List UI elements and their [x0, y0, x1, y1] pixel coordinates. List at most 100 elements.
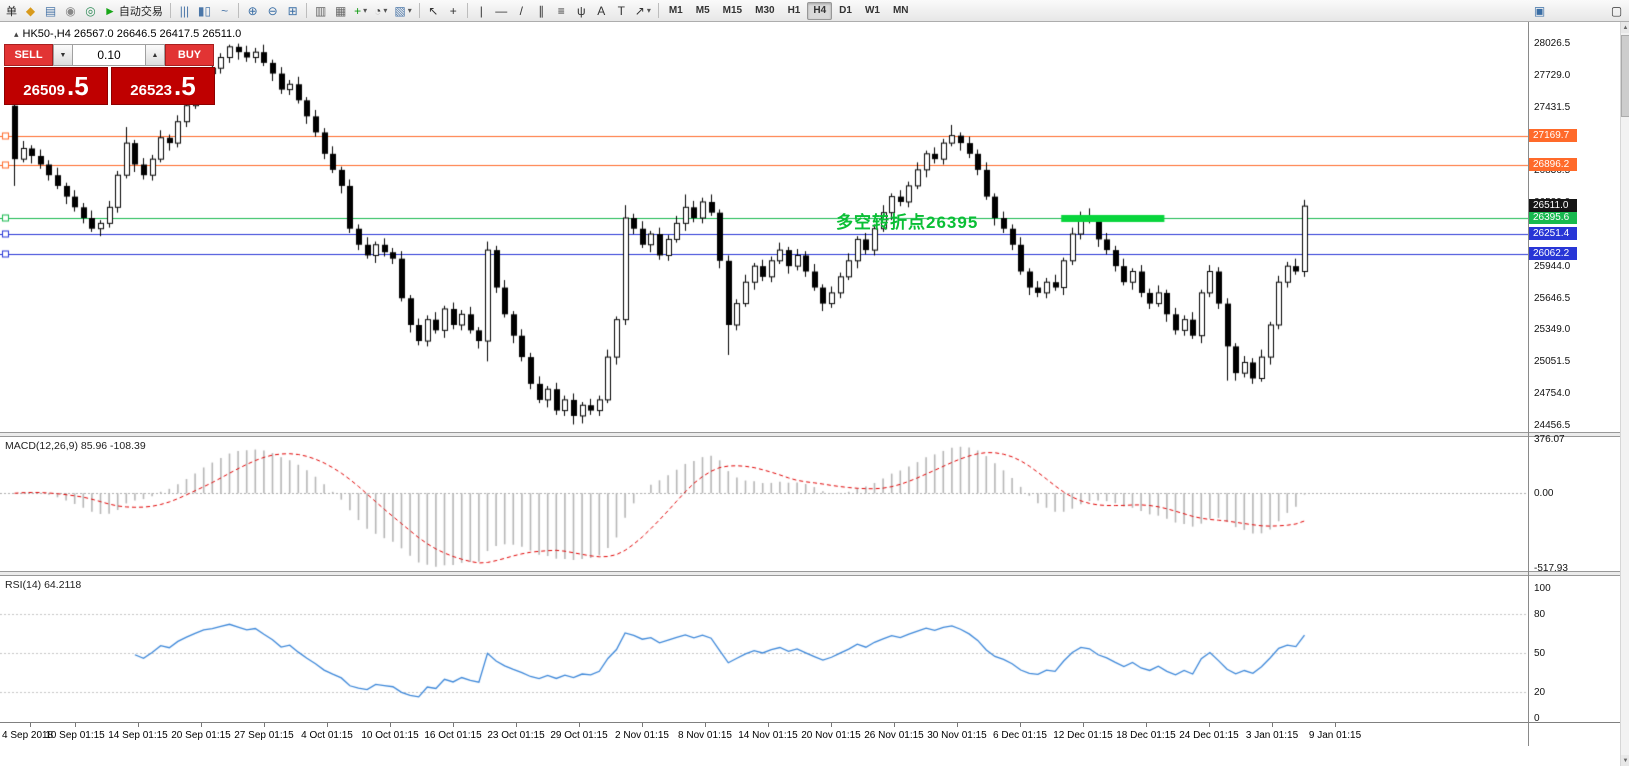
- price-tick-label: 25051.5: [1534, 356, 1571, 368]
- autotrading-button[interactable]: ► 自动交易: [101, 1, 166, 20]
- time-axis[interactable]: 4 Sep 2018 10 Sep 01:15 14 Sep 01:15 20 Sep…: [0, 722, 1620, 766]
- line-chart-icon[interactable]: ~: [215, 1, 234, 20]
- arrows-icon: ↗: [634, 3, 645, 18]
- time-axis-label: 20 Sep 01:15: [171, 730, 231, 741]
- periods-icon[interactable]: ◔ ▾: [371, 1, 390, 20]
- price-tick-label: 24754.0: [1534, 388, 1571, 400]
- dock-icon[interactable]: ▢: [1607, 1, 1626, 20]
- time-axis-label: 2 Nov 01:15: [615, 730, 669, 741]
- time-axis-tick: [390, 723, 391, 727]
- fibonacci-icon[interactable]: ≡: [552, 1, 571, 20]
- rsi-axis-label: 20: [1534, 687, 1546, 698]
- lot-decrease-button[interactable]: ▼: [53, 44, 73, 66]
- timeframe-button-m5[interactable]: M5: [695, 5, 710, 16]
- macd-indicator-canvas[interactable]: [0, 437, 1528, 571]
- pane-splitter[interactable]: [0, 432, 1620, 437]
- time-axis-tick: [831, 723, 832, 727]
- sell-price-display[interactable]: 26509.5: [4, 67, 108, 105]
- add-indicator-icon[interactable]: + ▾: [351, 1, 370, 20]
- price-tick-label: 28026.5: [1534, 37, 1571, 49]
- new-chart-icon[interactable]: ▣: [1530, 1, 1549, 20]
- cursor-icon[interactable]: ↖: [424, 1, 443, 20]
- toolbar-separator: [466, 3, 468, 18]
- horizontal-line-icon[interactable]: —: [492, 1, 511, 20]
- hline-price-label: 26062.2: [1529, 247, 1577, 261]
- crosshair-icon[interactable]: +: [444, 1, 463, 20]
- time-axis-label: 8 Nov 01:15: [678, 730, 732, 741]
- chart-window-icon[interactable]: ▤: [41, 1, 60, 20]
- market-watch-icon: ◎: [85, 3, 96, 18]
- pane-splitter[interactable]: [0, 571, 1620, 576]
- arrows-icon[interactable]: ↗ ▾: [632, 1, 654, 20]
- trendline-icon[interactable]: /: [512, 1, 531, 20]
- timeframe-button-m1[interactable]: M1: [668, 5, 683, 16]
- timeframe-button-h4[interactable]: H4: [807, 1, 833, 20]
- price-tick-label: 24456.5: [1534, 419, 1571, 431]
- one-click-trade-panel: SELL ▼ 0.10 ▲ BUY 26509.5 26523.5: [4, 44, 216, 105]
- scrollbar-down-arrow-icon[interactable]: ▼: [1621, 755, 1629, 766]
- time-axis-tick: [264, 723, 265, 727]
- arrange-icon[interactable]: ▥: [311, 1, 330, 20]
- rsi-pane: RSI(14) 64.2118 100 80 50 20 0: [0, 576, 1620, 724]
- zoom-out-icon: ⊖: [267, 3, 278, 18]
- pitchfork-icon[interactable]: ψ: [572, 1, 591, 20]
- time-axis-label: 30 Nov 01:15: [927, 730, 987, 741]
- buy-price-display[interactable]: 26523.5: [111, 67, 215, 105]
- market-watch-icon[interactable]: ◎: [81, 1, 100, 20]
- macd-pane: MACD(12,26,9) 85.96 -108.39 376.07 0.00 -5…: [0, 434, 1620, 574]
- crosshair-icon: +: [449, 3, 457, 18]
- time-axis-tick: [201, 723, 202, 727]
- tile-windows-icon: ⊞: [287, 3, 298, 18]
- sell-button[interactable]: SELL: [4, 44, 53, 66]
- rsi-axis-label: 0: [1534, 713, 1540, 724]
- vertical-line-icon[interactable]: |: [472, 1, 491, 20]
- templates-icon[interactable]: ▧ ▾: [391, 1, 414, 20]
- price-tick-label: 27431.5: [1534, 101, 1571, 113]
- main-toolbar: 单 ◆ ▤ ◉ ◎ ► 自动交易 ||| ▮▯ ~ ⊕ ⊖ ⊞ ▥ ▦ + ▾ ◔ ▾ ▧ ▾ ↖ + | — / ∥ ≡ ψ A T ↗ ▾ M…: [0, 0, 1629, 22]
- buy-button[interactable]: BUY: [165, 44, 214, 66]
- channel-icon[interactable]: ∥: [532, 1, 551, 20]
- profile-icon[interactable]: ◉: [61, 1, 80, 20]
- timeframe-button-h1[interactable]: H1: [787, 5, 801, 16]
- timeframe-button-d1[interactable]: D1: [839, 5, 852, 16]
- scrollbar-up-arrow-icon[interactable]: ▲: [1621, 22, 1629, 33]
- text-label-icon[interactable]: T: [612, 1, 631, 20]
- dropdown-arrow-icon: ▾: [646, 6, 651, 15]
- zoom-out-icon[interactable]: ⊖: [263, 1, 282, 20]
- time-axis-label: 23 Oct 01:15: [487, 730, 545, 741]
- lot-increase-button[interactable]: ▲: [145, 44, 165, 66]
- lot-size-input[interactable]: 0.10: [73, 44, 145, 66]
- scrollbar-thumb[interactable]: [1621, 35, 1629, 117]
- price-chart-canvas[interactable]: [0, 22, 1528, 432]
- new-order-icon[interactable]: ◆: [21, 1, 40, 20]
- time-axis-tick: [1209, 723, 1210, 727]
- vertical-scrollbar: ▲ ▼: [1620, 22, 1629, 766]
- time-axis-label: 10 Sep 01:15: [45, 730, 105, 741]
- rsi-indicator-canvas[interactable]: [0, 576, 1528, 722]
- time-axis-label: 14 Sep 01:15: [108, 730, 168, 741]
- buy-price-main: 26523: [130, 81, 173, 99]
- text-icon[interactable]: A: [592, 1, 611, 20]
- price-tick-label: 25646.5: [1534, 292, 1571, 304]
- tile-windows-icon[interactable]: ⊞: [283, 1, 302, 20]
- price-tick-label: 26241.5: [1534, 228, 1571, 240]
- candlestick-icon[interactable]: ▮▯: [195, 1, 214, 20]
- timeframe-button-m15[interactable]: M15: [722, 5, 743, 16]
- zoom-in-icon[interactable]: ⊕: [243, 1, 262, 20]
- macd-axis-label: 376.07: [1534, 434, 1565, 445]
- data-window-icon[interactable]: ▦: [331, 1, 350, 20]
- time-axis-label: 27 Sep 01:15: [234, 730, 294, 741]
- timeframe-button-mn[interactable]: MN: [892, 5, 909, 16]
- templates-icon: ▧: [394, 3, 406, 18]
- text-icon: A: [597, 3, 606, 18]
- bar-chart-icon[interactable]: |||: [175, 1, 194, 20]
- timeframe-button-m30[interactable]: M30: [755, 5, 775, 16]
- hline-price-label: 27169.7: [1529, 128, 1577, 142]
- sell-price-frac: .5: [67, 70, 89, 101]
- horizontal-line-icon: —: [495, 3, 508, 18]
- timeframe-button-w1[interactable]: W1: [864, 5, 880, 16]
- toolbar-separator: [418, 3, 420, 18]
- time-axis-tick: [705, 723, 706, 727]
- rsi-title: RSI(14) 64.2118: [5, 579, 82, 591]
- time-axis-label: 9 Jan 01:15: [1308, 730, 1362, 741]
